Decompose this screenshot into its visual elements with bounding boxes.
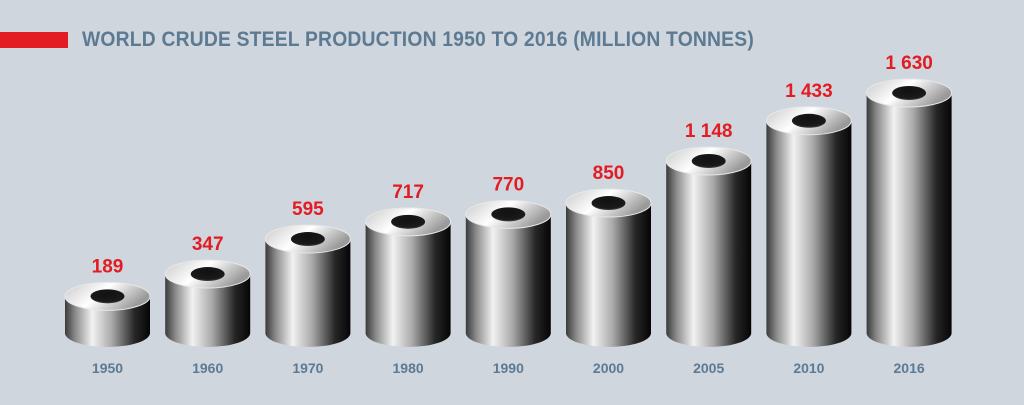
value-label: 1 433 bbox=[785, 81, 833, 102]
bar-hole bbox=[190, 267, 225, 282]
chart-title: WORLD CRUDE STEEL PRODUCTION 1950 TO 201… bbox=[82, 28, 754, 51]
value-label: 770 bbox=[492, 174, 524, 195]
bar-hole bbox=[391, 214, 426, 229]
category-label: 1950 bbox=[92, 360, 123, 376]
bar-1970: 595 1970 bbox=[264, 199, 351, 376]
bar-hole bbox=[691, 154, 726, 169]
bar-1990: 770 1990 bbox=[465, 174, 552, 376]
bar-hole bbox=[892, 86, 927, 100]
bar-2005: 1 148 2005 bbox=[665, 121, 752, 376]
bar-1980: 717 1980 bbox=[365, 182, 452, 376]
value-label: 1 630 bbox=[885, 53, 933, 74]
value-label: 850 bbox=[593, 163, 625, 184]
bar-hole bbox=[591, 196, 626, 211]
value-label: 189 bbox=[92, 256, 124, 277]
bar-body bbox=[165, 274, 251, 347]
category-label: 1990 bbox=[493, 360, 524, 376]
bar-1960: 347 1960 bbox=[164, 234, 251, 376]
value-label: 717 bbox=[392, 182, 424, 203]
bar-body bbox=[766, 120, 852, 347]
category-label: 1970 bbox=[292, 360, 323, 376]
category-label: 1960 bbox=[192, 360, 223, 376]
category-label: 1980 bbox=[393, 360, 424, 376]
bar-body bbox=[465, 214, 551, 347]
category-label: 2010 bbox=[793, 360, 824, 376]
bar-body bbox=[866, 93, 952, 347]
bar-1950: 189 1950 bbox=[64, 256, 151, 376]
bar-hole bbox=[791, 113, 826, 128]
bar-hole bbox=[90, 289, 125, 304]
category-label: 2005 bbox=[693, 360, 724, 376]
value-label: 595 bbox=[292, 199, 324, 220]
bar-2010: 1 433 2010 bbox=[765, 81, 852, 376]
bar-body bbox=[566, 203, 651, 347]
bar-2016: 1 630 2016 bbox=[866, 53, 953, 376]
bar-body bbox=[365, 221, 451, 347]
bar-body bbox=[666, 161, 752, 347]
bar-body bbox=[265, 239, 351, 347]
category-label: 2000 bbox=[593, 360, 624, 376]
bar-2000: 850 2000 bbox=[565, 163, 652, 376]
value-label: 347 bbox=[192, 234, 224, 255]
title-accent-bar bbox=[0, 32, 68, 48]
value-label: 1 148 bbox=[685, 121, 733, 142]
category-label: 2016 bbox=[894, 360, 925, 376]
bar-hole bbox=[290, 232, 325, 247]
bar-hole bbox=[491, 207, 526, 222]
